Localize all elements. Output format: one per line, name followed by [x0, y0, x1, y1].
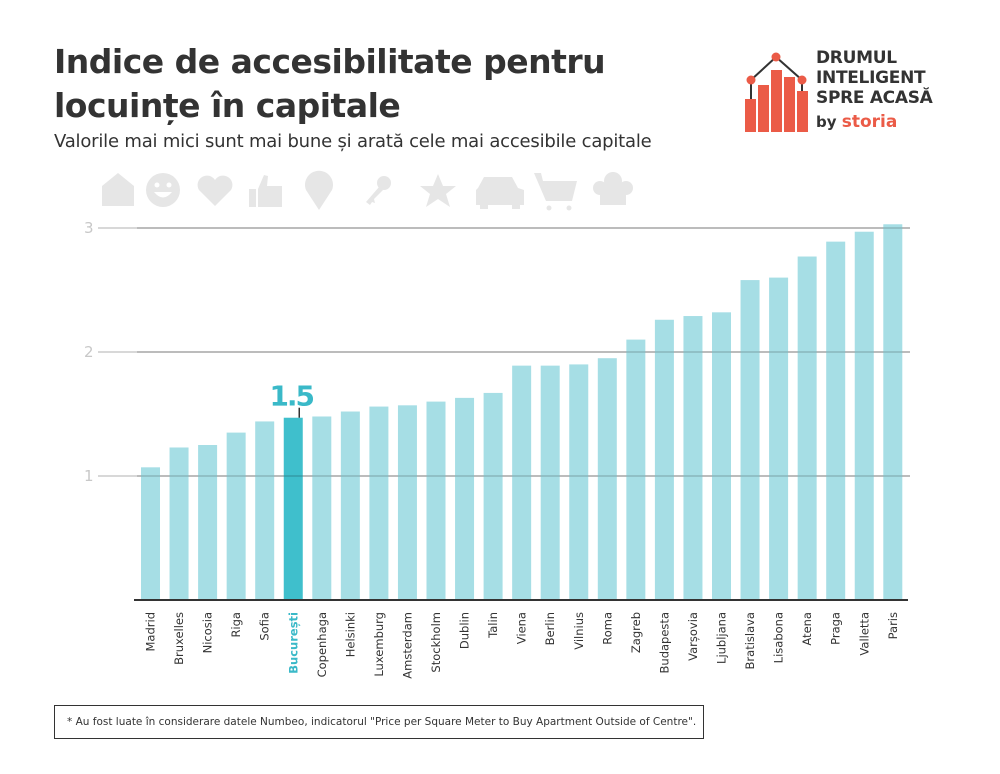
y-tick-label: 3 — [84, 219, 94, 237]
x-tick-label: Sofia — [258, 612, 272, 641]
bar-riga — [226, 432, 246, 600]
key-icon — [366, 176, 391, 205]
bar-bratislava — [740, 280, 760, 600]
x-tick-label: Stockholm — [429, 612, 443, 673]
bar-nicosia — [198, 445, 218, 600]
highlight-value-label: 1.5 — [269, 380, 313, 413]
logo-line-2: INTELIGENT — [816, 68, 926, 88]
x-tick-label: Nicosia — [201, 612, 215, 653]
bar-luxemburg — [369, 406, 389, 600]
location-pin-icon — [305, 170, 333, 210]
bar-roma — [597, 358, 617, 600]
x-tick-label: Riga — [229, 612, 243, 638]
x-tick-label: Berlin — [543, 612, 557, 645]
smiley-icon — [146, 173, 180, 207]
bar-zagreb — [626, 339, 646, 600]
bar-bucurești — [283, 417, 303, 600]
bar-viena — [512, 365, 532, 600]
chart-subtitle: Valorile mai mici sunt mai bune și arată… — [54, 131, 652, 152]
bar-helsinki — [340, 411, 360, 600]
x-tick-label: Vilnius — [572, 612, 586, 650]
bar-sofia — [255, 421, 275, 600]
logo-line-1: DRUMUL — [816, 48, 897, 68]
heart-icon — [197, 175, 233, 206]
icon-row — [102, 170, 633, 211]
car-icon — [476, 177, 524, 209]
logo-by-text: by — [816, 113, 837, 131]
bar-amsterdam — [397, 405, 417, 600]
star-icon — [420, 174, 456, 207]
bar-varșovia — [683, 316, 703, 600]
shopping-cart-icon — [534, 173, 577, 211]
x-tick-label: Dublin — [458, 612, 472, 649]
x-tick-label: Ljubljana — [715, 612, 729, 664]
logo-by: by storia — [816, 112, 897, 132]
bar-stockholm — [426, 401, 446, 600]
bar-paris — [883, 224, 903, 600]
x-tick-label: Viena — [515, 612, 529, 644]
bar-bruxelles — [169, 447, 189, 600]
footnote: * Au fost luate în considerare datele Nu… — [54, 705, 704, 739]
x-tick-label: Copenhaga — [315, 612, 329, 677]
x-tick-label: Paris — [886, 612, 900, 639]
x-tick-label: Amsterdam — [400, 612, 414, 679]
x-tick-label: București — [286, 612, 300, 674]
bar-dublin — [455, 397, 475, 600]
x-tick-label: Praga — [829, 612, 843, 645]
bar-vilnius — [569, 364, 589, 600]
house-icon — [102, 173, 134, 206]
x-tick-label: Bratislava — [743, 612, 757, 669]
x-tick-label: Helsinki — [343, 612, 357, 657]
thumbs-up-icon — [249, 175, 282, 207]
bar-chart: 1 2 3 Madrid Bruxelles Nicosia Riga Sofia Bucur… — [84, 219, 910, 679]
x-tick-label: Madrid — [144, 612, 158, 652]
logo-text: DRUMUL INTELIGENT SPRE ACASĂ — [816, 48, 933, 108]
bar-praga — [826, 241, 846, 600]
x-tick-label: Zagreb — [629, 612, 643, 653]
logo-brand: storia — [841, 112, 898, 132]
y-tick-label: 2 — [84, 343, 94, 361]
x-tick-label: Lisabona — [772, 612, 786, 663]
x-tick-label: Luxemburg — [372, 612, 386, 677]
bar-talin — [483, 392, 503, 600]
x-tick-label: Varșovia — [686, 612, 700, 661]
x-tick-label: Budapesta — [657, 612, 671, 673]
bar-ljubljana — [712, 312, 731, 600]
x-tick-label: Valletta — [857, 612, 871, 656]
logo: DRUMUL INTELIGENT SPRE ACASĂ by storia — [744, 46, 954, 136]
bar-berlin — [540, 365, 560, 600]
logo-bars-icon — [745, 52, 808, 132]
x-tick-label: Roma — [600, 612, 614, 645]
bar-madrid — [141, 467, 160, 600]
x-tick-label: Bruxelles — [172, 612, 186, 665]
bar-copenhaga — [312, 416, 332, 600]
logo-line-3: SPRE ACASĂ — [816, 88, 933, 108]
chef-hat-icon — [593, 172, 633, 205]
x-tick-label: Atena — [800, 612, 814, 646]
x-tick-label: Talin — [486, 612, 500, 639]
bar-valletta — [854, 231, 874, 600]
y-tick-label: 1 — [84, 467, 94, 485]
bar-atena — [797, 256, 817, 600]
chart-title: Indice de accesibilitate pentru locuințe… — [54, 42, 606, 125]
bar-budapesta — [654, 319, 674, 600]
bar-lisabona — [769, 277, 789, 600]
